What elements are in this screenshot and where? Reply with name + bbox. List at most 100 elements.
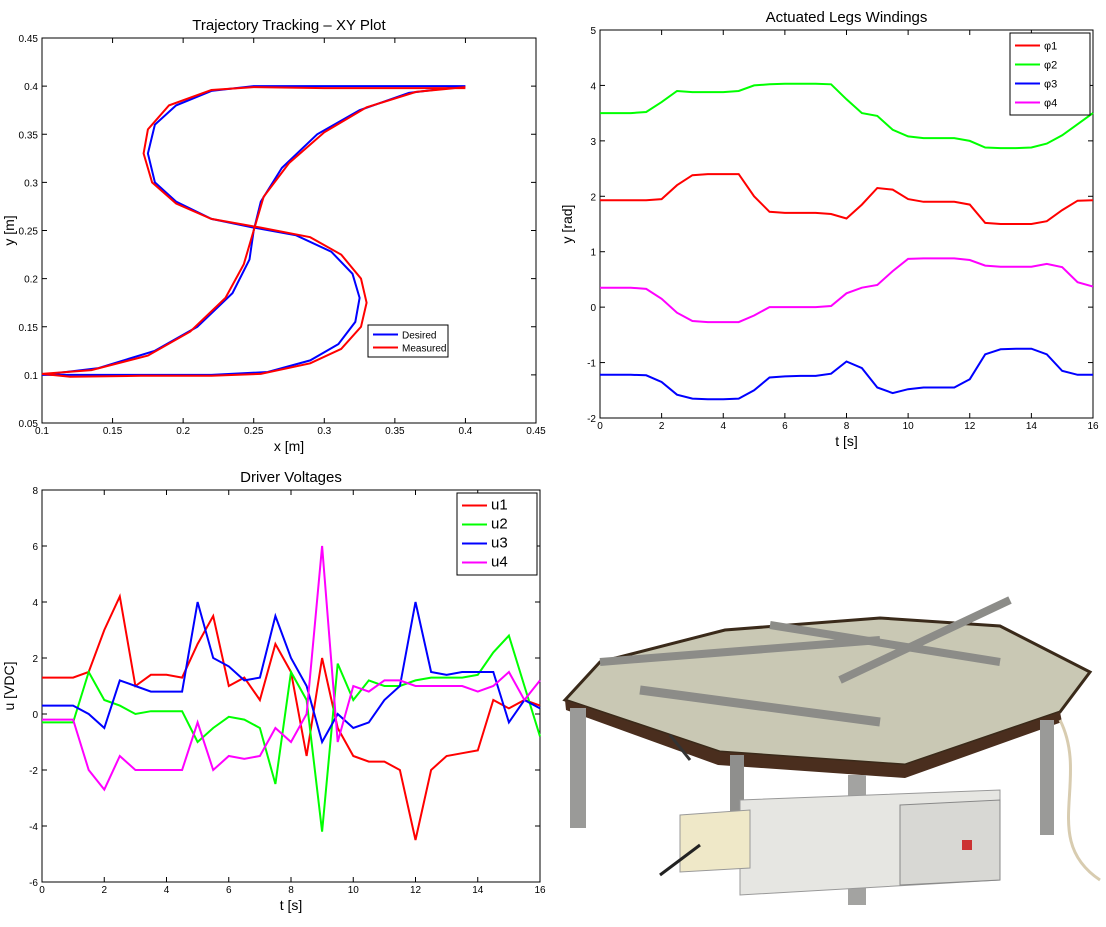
y-tick-label: 5 — [590, 26, 596, 37]
y-tick-label: 0.4 — [24, 82, 38, 93]
x-tick-label: 12 — [964, 421, 976, 432]
link-bar — [639, 685, 881, 727]
legend-label: u1 — [491, 497, 508, 514]
x-tick-label: 8 — [844, 421, 850, 432]
x-tick-label: 0.3 — [317, 426, 331, 437]
y-tick-label: 0.45 — [19, 34, 39, 45]
y-tick-label: 1 — [590, 248, 596, 259]
y-tick-label: -6 — [29, 878, 38, 889]
series-line — [42, 601, 541, 745]
y-axis-label: y [m] — [1, 215, 17, 245]
y-tick-label: -2 — [587, 414, 596, 425]
knob — [962, 840, 972, 850]
series-line — [42, 633, 541, 832]
link-bar — [838, 596, 1012, 684]
x-tick-label: 0 — [39, 885, 45, 896]
cable — [659, 843, 701, 877]
legend-label: u4 — [491, 554, 508, 571]
chart: 0 2 4 6 8 10 12 14 16 -6 -4 -2 0 2 4 6 8 Driver Voltages t… — [1, 469, 546, 913]
leg — [1040, 720, 1054, 835]
legend-label: φ4 — [1044, 98, 1057, 110]
chart-title: Actuated Legs Windings — [766, 9, 928, 26]
y-tick-label: 0 — [32, 710, 38, 721]
y-tick-label: -1 — [587, 359, 596, 370]
plot-frame — [41, 37, 537, 424]
legend-label: φ3 — [1044, 79, 1057, 91]
legend-box — [456, 492, 538, 576]
y-tick-label: 4 — [590, 81, 596, 92]
legend-label: Desired — [402, 331, 436, 342]
y-axis-label: y [rad] — [559, 205, 575, 244]
leg — [570, 708, 586, 828]
y-tick-label: 8 — [32, 486, 38, 497]
x-tick-label: 4 — [720, 421, 726, 432]
legend-label: u2 — [491, 516, 508, 533]
panel — [899, 799, 1001, 886]
x-tick-label: 16 — [1087, 421, 1099, 432]
x-tick-label: 0.45 — [526, 426, 546, 437]
legend-box — [367, 324, 449, 358]
y-tick-label: 0.3 — [24, 178, 38, 189]
x-tick-label: 10 — [348, 885, 360, 896]
y-tick-label: 0.1 — [24, 371, 38, 382]
x-tick-label: 0.1 — [35, 426, 49, 437]
x-tick-label: 0.25 — [244, 426, 264, 437]
y-tick-label: 2 — [590, 192, 596, 203]
link-bar — [599, 636, 881, 666]
chart-title: Driver Voltages — [240, 469, 342, 486]
x-tick-label: 14 — [1026, 421, 1038, 432]
y-tick-label: 0.2 — [24, 275, 38, 286]
x-tick-label: 6 — [782, 421, 788, 432]
x-tick-label: 0.35 — [385, 426, 405, 437]
legend-label: u3 — [491, 535, 508, 552]
x-tick-label: 16 — [534, 885, 546, 896]
x-tick-label: 6 — [226, 885, 232, 896]
y-tick-label: 0 — [590, 303, 596, 314]
chart: 0.1 0.15 0.2 0.25 0.3 0.35 0.4 0.450.050.10.150… — [1, 17, 546, 454]
series-line — [41, 86, 466, 378]
series-line — [600, 82, 1094, 150]
y-axis-label: u [VDC] — [1, 661, 17, 710]
y-tick-label: 0.25 — [19, 227, 39, 238]
y-tick-label: 6 — [32, 542, 38, 553]
box — [679, 809, 751, 873]
x-tick-label: 0.2 — [176, 426, 190, 437]
legend-label: φ1 — [1044, 41, 1057, 53]
chart-title: Trajectory Tracking – XY Plot — [192, 17, 386, 34]
x-tick-label: 0.4 — [458, 426, 472, 437]
legend-label: Measured — [402, 344, 446, 355]
y-tick-label: 0.35 — [19, 130, 39, 141]
cable — [668, 734, 692, 761]
y-tick-label: 0.15 — [19, 323, 39, 334]
y-tick-label: 4 — [32, 598, 38, 609]
series-line — [600, 257, 1094, 324]
x-tick-label: 2 — [659, 421, 665, 432]
x-tick-label: 2 — [101, 885, 107, 896]
y-tick-label: 2 — [32, 654, 38, 665]
series-line — [600, 347, 1093, 401]
photo — [562, 596, 1101, 905]
x-tick-label: 10 — [903, 421, 915, 432]
y-tick-label: 0.05 — [19, 419, 39, 430]
link-bar — [769, 621, 1001, 666]
x-tick-label: 0 — [597, 421, 603, 432]
series-line — [600, 173, 1094, 225]
table-edge — [565, 700, 1062, 778]
y-tick-label: -4 — [29, 822, 38, 833]
y-tick-label: 3 — [590, 137, 596, 148]
legend-box — [1009, 32, 1091, 116]
x-tick-label: 14 — [472, 885, 484, 896]
x-axis-label: t [s] — [280, 897, 303, 913]
x-axis-label: t [s] — [835, 433, 858, 449]
x-tick-label: 4 — [164, 885, 170, 896]
cable — [1058, 719, 1101, 882]
series-line — [42, 545, 541, 792]
x-tick-label: 0.15 — [103, 426, 123, 437]
x-axis-label: x [m] — [274, 438, 304, 454]
legend-label: φ2 — [1044, 60, 1057, 72]
x-tick-label: 12 — [410, 885, 422, 896]
x-tick-label: 8 — [288, 885, 294, 896]
y-tick-label: -2 — [29, 766, 38, 777]
